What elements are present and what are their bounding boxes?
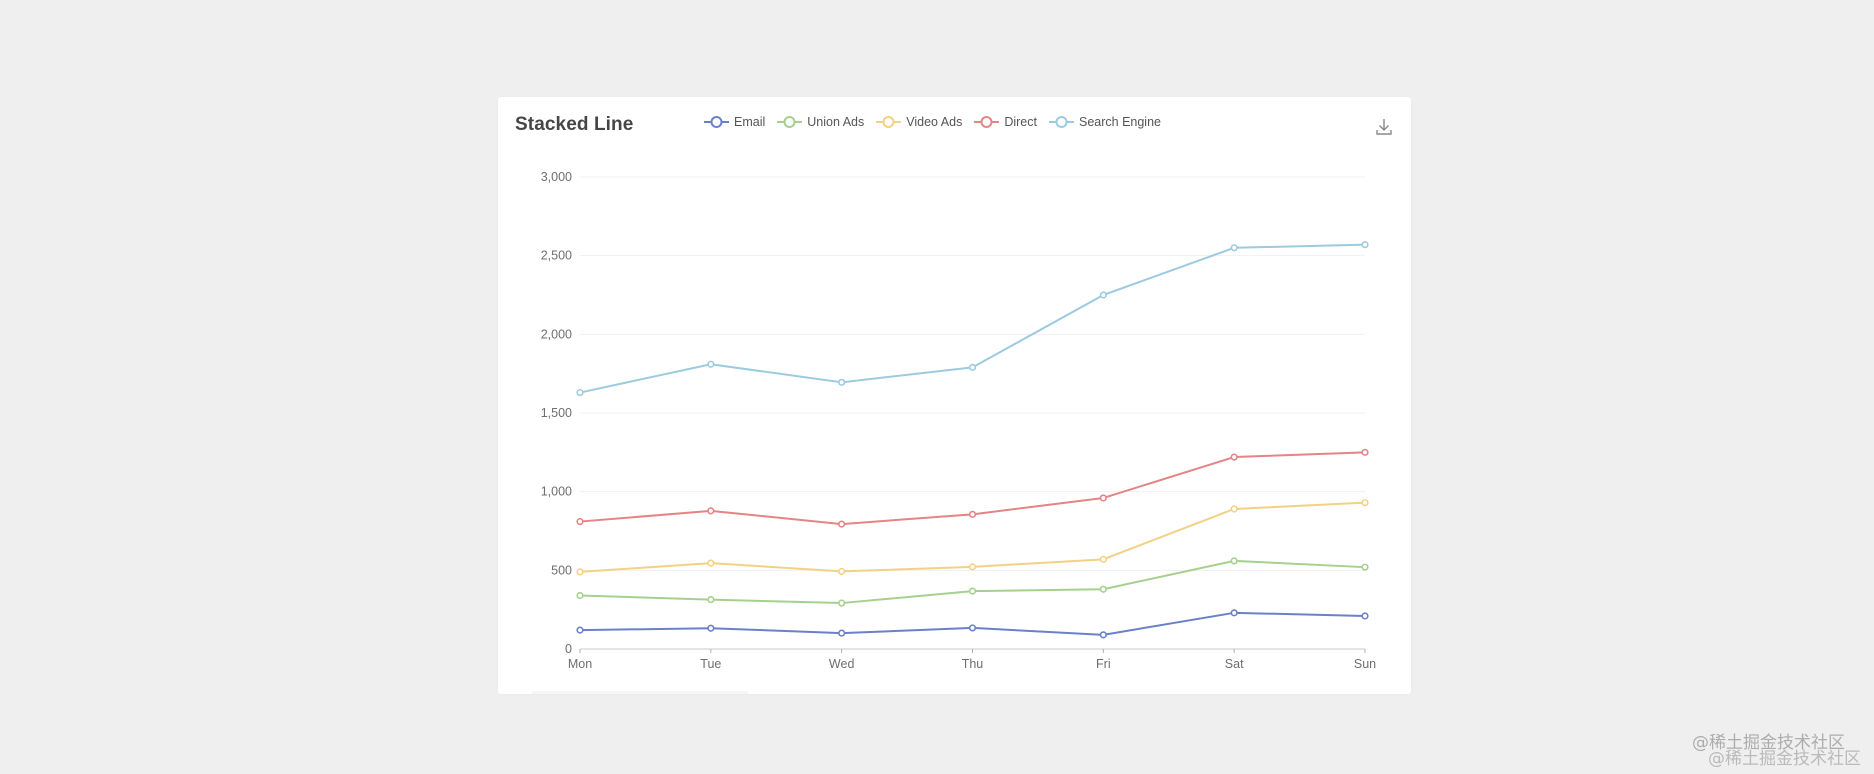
x-tick-label: Sat — [1225, 657, 1244, 671]
legend-label: Direct — [1004, 115, 1037, 129]
legend-label: Email — [734, 115, 766, 129]
data-point — [576, 517, 584, 526]
data-point — [1099, 555, 1107, 563]
axis-labels: 0 500 1,000 1,500 2,000 2,500 3,000 Mon Tue Wed Th… — [541, 170, 1376, 671]
chart-title: Stacked Line — [515, 114, 634, 135]
data-point — [1361, 563, 1369, 571]
series-email — [576, 609, 1369, 639]
watermark-shadow: @稀土掘金技术社区 — [1708, 749, 1861, 769]
data-point — [707, 507, 715, 515]
chart-legend: Email Union Ads Video Ads Direct — [704, 114, 1173, 130]
x-tick-label: Tue — [700, 657, 721, 671]
legend-line-circle-icon — [704, 116, 729, 128]
save-as-image-button[interactable] — [1374, 117, 1394, 137]
legend-item-video-ads[interactable]: Video Ads — [876, 115, 962, 129]
data-point — [707, 595, 715, 604]
data-point — [1361, 448, 1369, 456]
legend-label: Union Ads — [807, 115, 865, 129]
bottom-strip — [532, 691, 748, 694]
x-tick-label: Wed — [829, 657, 855, 671]
data-point — [968, 363, 977, 371]
series-search-engine — [576, 241, 1369, 397]
series-lines — [576, 241, 1369, 639]
series-direct — [576, 448, 1369, 528]
legend-item-direct[interactable]: Direct — [974, 115, 1037, 129]
legend-line-circle-icon — [876, 116, 902, 128]
axes — [579, 648, 1366, 653]
y-tick-label: 2,500 — [541, 249, 572, 263]
data-point — [576, 568, 584, 576]
y-tick-label: 1,000 — [541, 485, 572, 499]
data-point — [1361, 499, 1369, 507]
data-point — [1230, 453, 1238, 461]
data-point — [1230, 609, 1238, 617]
data-point — [576, 626, 584, 634]
data-point — [838, 567, 846, 576]
data-point — [968, 563, 977, 571]
legend-label: Video Ads — [906, 115, 963, 129]
data-point — [707, 559, 715, 567]
x-tick-label: Mon — [568, 657, 592, 671]
data-point — [968, 624, 977, 632]
line-chart: 0 500 1,000 1,500 2,000 2,500 3,000 Mon Tue Wed Th… — [541, 170, 1376, 671]
data-point — [707, 624, 715, 632]
series-video-ads — [576, 499, 1369, 576]
watermark: @稀土掘金技术社区 — [1692, 733, 1845, 753]
data-point — [968, 587, 977, 595]
data-point — [707, 360, 715, 368]
x-tick-label: Thu — [962, 657, 984, 671]
legend-item-union-ads[interactable]: Union Ads — [777, 115, 864, 129]
x-tick-label: Fri — [1096, 657, 1111, 671]
data-point — [1361, 612, 1369, 620]
y-tick-label: 2,000 — [541, 327, 572, 341]
x-tick-label: Sun — [1354, 657, 1376, 671]
legend-item-email[interactable]: Email — [704, 115, 765, 129]
data-point — [576, 591, 584, 600]
data-point — [1099, 631, 1107, 639]
series-line — [579, 611, 1366, 636]
y-tick-label: 1,500 — [541, 406, 572, 420]
legend-line-circle-icon — [1048, 116, 1074, 128]
data-point — [968, 510, 977, 518]
y-tick-label: 3,000 — [541, 170, 572, 184]
data-point — [838, 520, 846, 528]
legend-label: Search Engine — [1078, 115, 1161, 129]
data-point — [576, 388, 584, 397]
data-point — [1099, 494, 1107, 502]
data-point — [1099, 585, 1107, 593]
data-point — [1361, 241, 1369, 249]
y-tick-label: 0 — [565, 642, 572, 656]
data-point — [1099, 291, 1107, 299]
legend-line-circle-icon — [777, 116, 803, 128]
download-icon — [1376, 119, 1392, 135]
legend-line-circle-icon — [974, 116, 1000, 128]
data-point — [838, 378, 846, 386]
series-union-ads — [576, 557, 1369, 607]
y-tick-label: 500 — [551, 563, 572, 577]
data-point — [1230, 244, 1238, 252]
data-point — [1230, 505, 1238, 513]
legend-item-search-engine[interactable]: Search Engine — [1048, 115, 1161, 129]
data-point — [1230, 557, 1238, 565]
data-point — [838, 629, 846, 637]
chart-card: Stacked Line Email Union Ads Video Ads — [498, 97, 1411, 694]
data-point — [838, 599, 846, 607]
